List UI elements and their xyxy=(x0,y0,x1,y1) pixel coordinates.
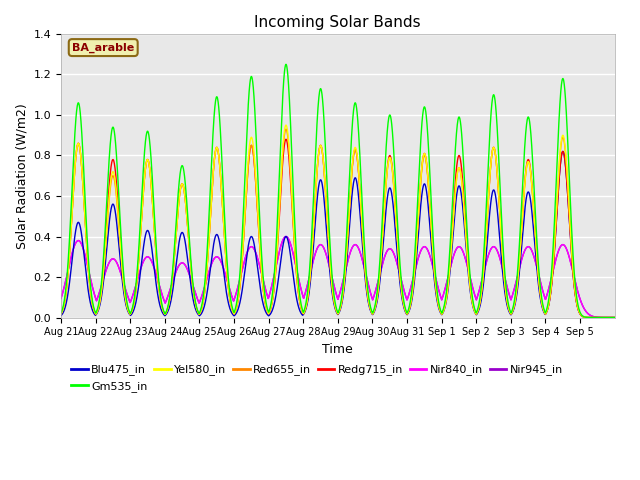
Blu475_in xyxy=(170,276,178,281)
Nir840_in xyxy=(605,315,612,321)
Red655_in xyxy=(458,177,465,183)
Yel580_in xyxy=(409,286,417,291)
Yel580_in xyxy=(282,122,290,128)
Nir840_in xyxy=(526,245,534,251)
Red655_in xyxy=(493,167,500,172)
X-axis label: Time: Time xyxy=(323,343,353,356)
Y-axis label: Solar Radiation (W/m2): Solar Radiation (W/m2) xyxy=(15,103,28,249)
Blu475_in xyxy=(458,192,465,198)
Line: Nir945_in: Nir945_in xyxy=(61,237,614,318)
Red655_in xyxy=(282,126,290,132)
Nir945_in xyxy=(57,296,65,301)
Line: Blu475_in: Blu475_in xyxy=(61,151,614,318)
Red655_in xyxy=(605,315,612,321)
Title: Incoming Solar Bands: Incoming Solar Bands xyxy=(255,15,421,30)
Gm535_in xyxy=(458,131,465,136)
Nir945_in xyxy=(458,246,465,252)
Line: Yel580_in: Yel580_in xyxy=(61,125,614,318)
Blu475_in xyxy=(559,148,566,154)
Legend: Blu475_in, Gm535_in, Yel580_in, Red655_in, Redg715_in, Nir840_in, Nir945_in: Blu475_in, Gm535_in, Yel580_in, Red655_i… xyxy=(67,360,568,396)
Redg715_in xyxy=(458,166,465,172)
Nir945_in xyxy=(409,276,417,282)
Redg715_in xyxy=(282,136,290,142)
Gm535_in xyxy=(282,61,290,67)
Red655_in xyxy=(409,286,417,292)
Yel580_in xyxy=(170,253,178,259)
Nir945_in xyxy=(526,245,534,251)
Redg715_in xyxy=(170,253,178,259)
Gm535_in xyxy=(611,315,618,321)
Redg715_in xyxy=(611,315,618,321)
Nir840_in xyxy=(611,315,618,321)
Yel580_in xyxy=(57,311,65,317)
Nir840_in xyxy=(458,246,465,252)
Gm535_in xyxy=(170,245,178,251)
Nir840_in xyxy=(493,247,500,253)
Redg715_in xyxy=(526,164,534,169)
Yel580_in xyxy=(526,166,534,171)
Redg715_in xyxy=(57,311,65,317)
Yel580_in xyxy=(493,167,500,172)
Red655_in xyxy=(170,253,178,259)
Redg715_in xyxy=(409,286,417,291)
Gm535_in xyxy=(409,277,417,283)
Redg715_in xyxy=(605,315,612,321)
Redg715_in xyxy=(493,167,500,172)
Line: Red655_in: Red655_in xyxy=(61,129,614,318)
Blu475_in xyxy=(611,315,618,321)
Red655_in xyxy=(57,311,65,317)
Blu475_in xyxy=(493,202,500,208)
Nir945_in xyxy=(282,234,290,240)
Yel580_in xyxy=(458,177,465,183)
Text: BA_arable: BA_arable xyxy=(72,42,134,53)
Gm535_in xyxy=(526,123,534,129)
Nir945_in xyxy=(493,247,500,253)
Yel580_in xyxy=(611,315,618,321)
Line: Gm535_in: Gm535_in xyxy=(61,64,614,318)
Blu475_in xyxy=(526,194,534,200)
Gm535_in xyxy=(605,315,612,321)
Nir840_in xyxy=(409,276,417,282)
Red655_in xyxy=(611,315,618,321)
Nir840_in xyxy=(282,234,290,240)
Blu475_in xyxy=(605,315,612,321)
Gm535_in xyxy=(493,121,500,127)
Nir840_in xyxy=(57,296,65,301)
Blu475_in xyxy=(57,312,65,318)
Yel580_in xyxy=(605,315,612,321)
Blu475_in xyxy=(409,292,417,298)
Nir945_in xyxy=(605,315,612,321)
Gm535_in xyxy=(57,310,65,316)
Line: Redg715_in: Redg715_in xyxy=(61,139,614,318)
Nir945_in xyxy=(170,274,178,279)
Nir945_in xyxy=(611,315,618,321)
Red655_in xyxy=(526,166,534,171)
Nir840_in xyxy=(170,274,178,279)
Line: Nir840_in: Nir840_in xyxy=(61,237,614,318)
